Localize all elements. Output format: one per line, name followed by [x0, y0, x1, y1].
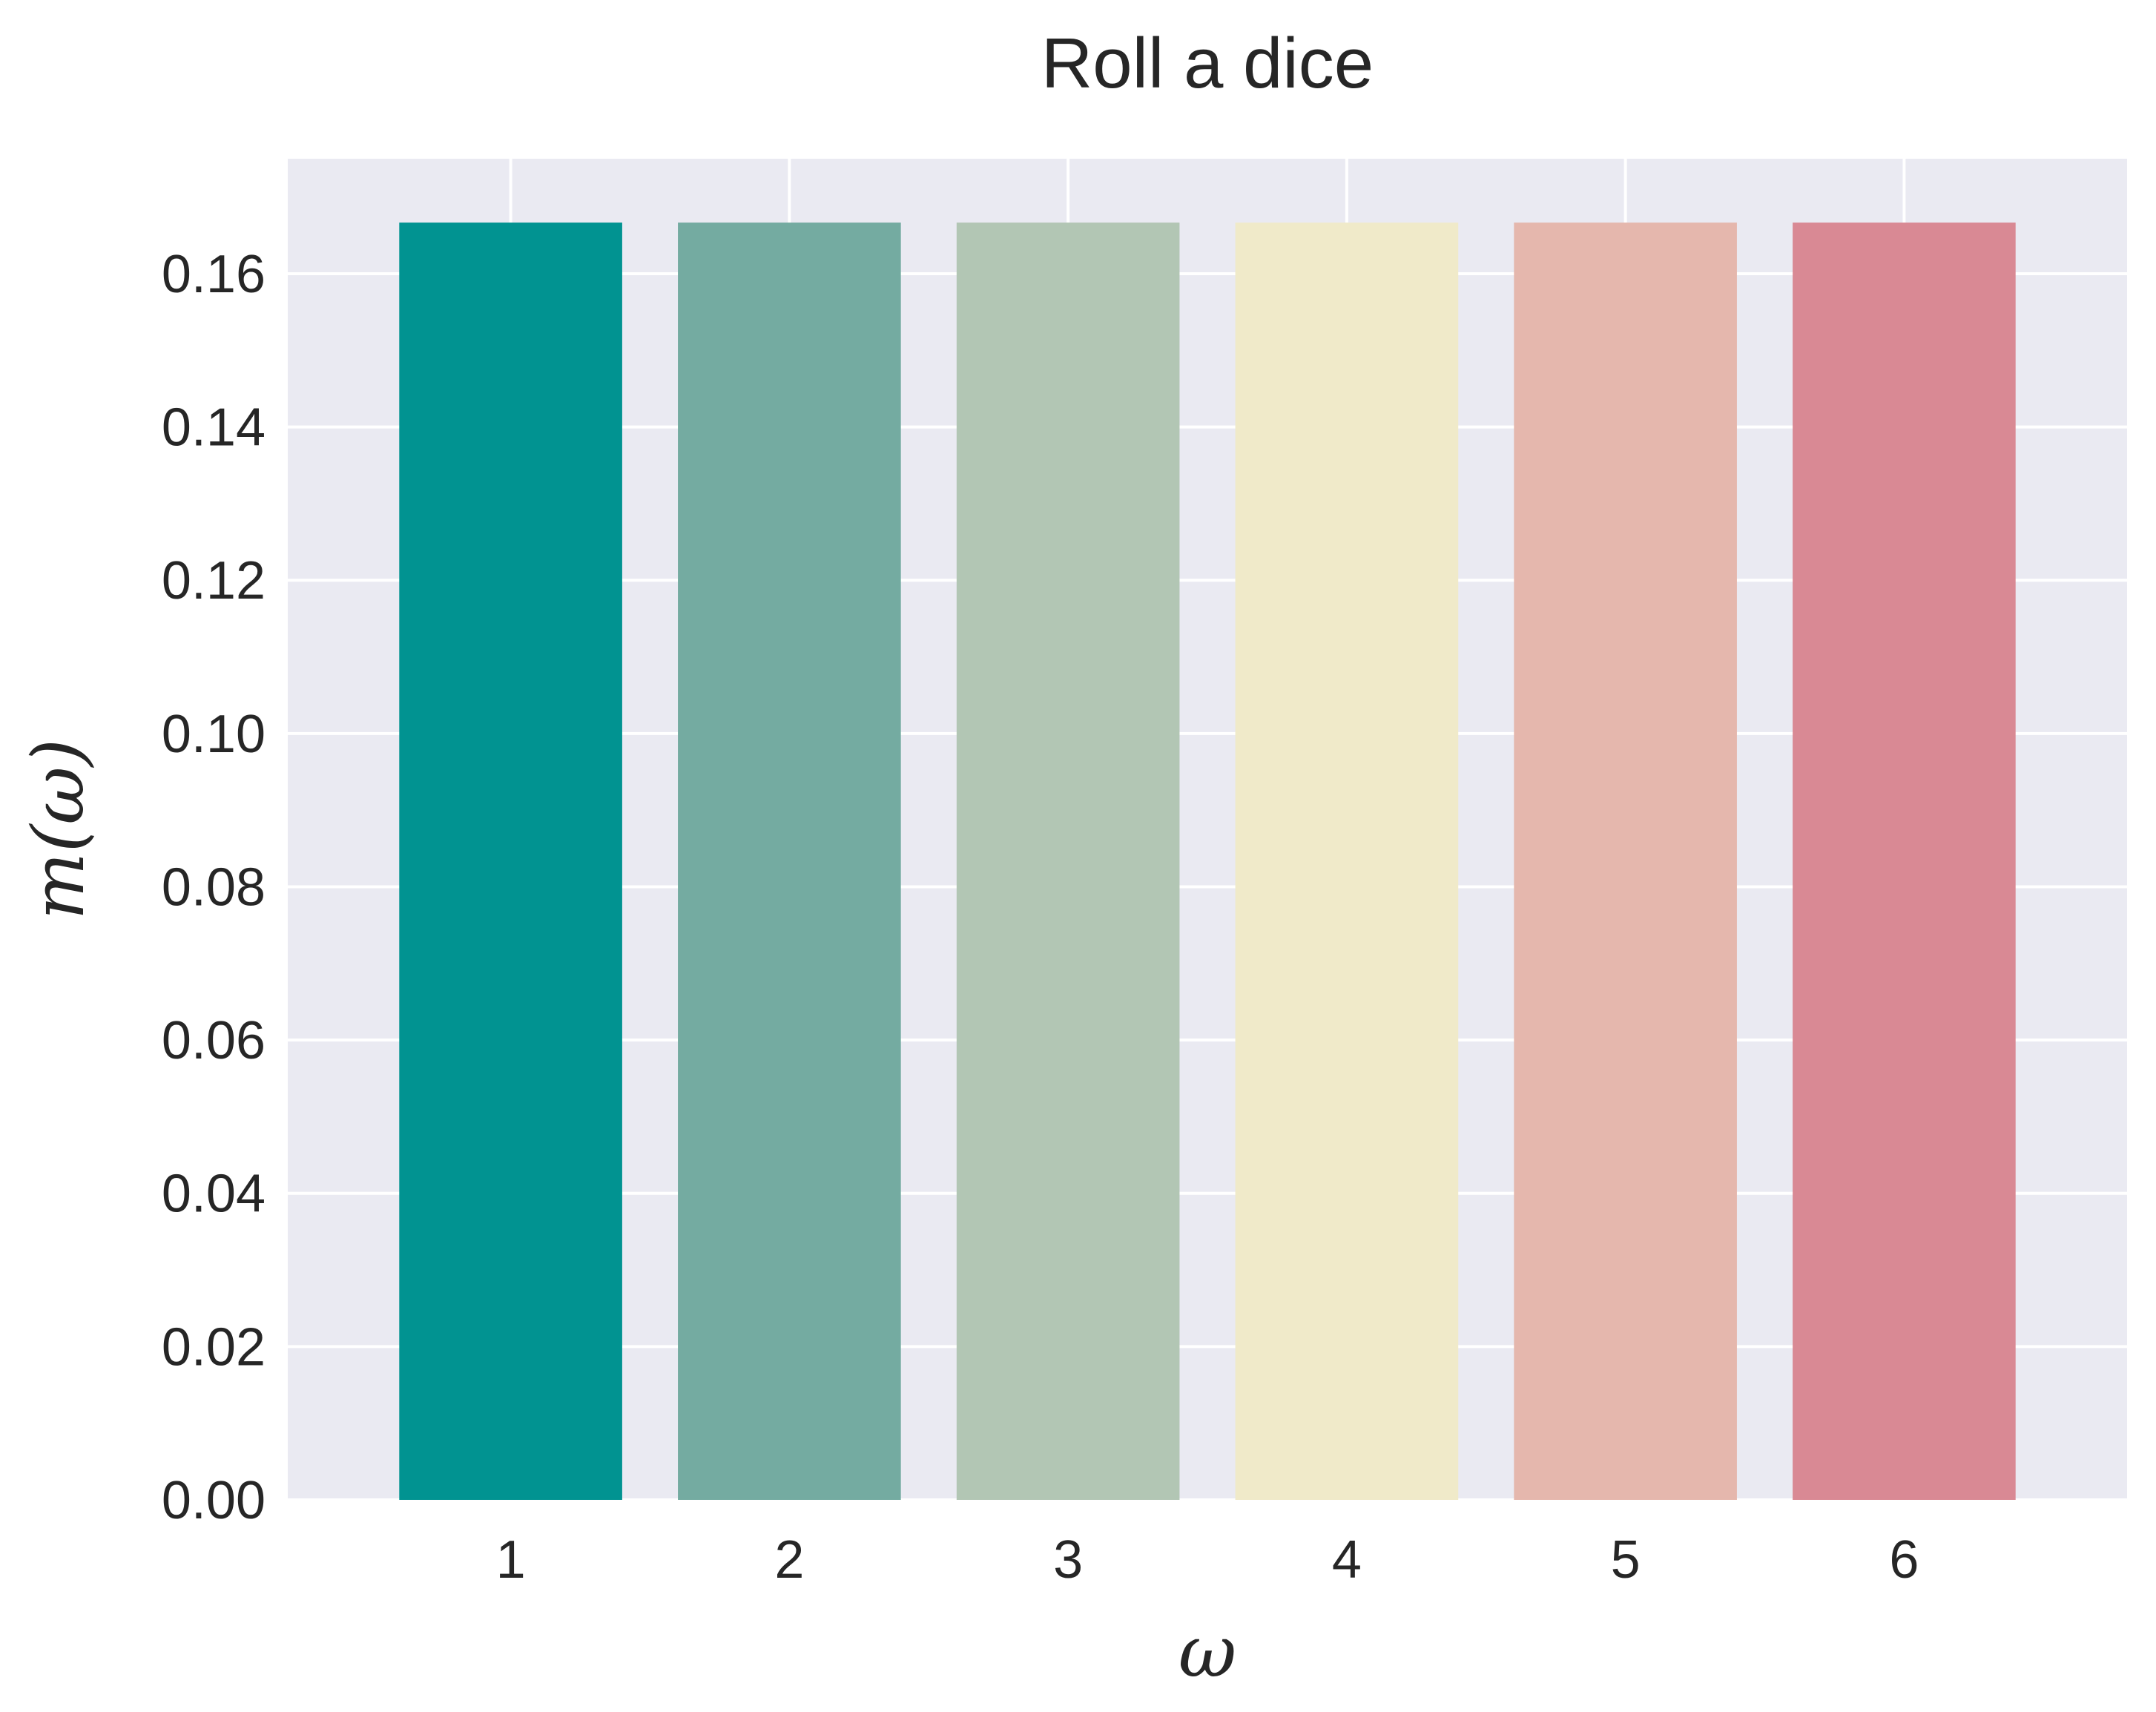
y-tick-label: 0.10	[162, 705, 266, 764]
x-tick-label: 3	[1053, 1530, 1083, 1590]
x-axis-ticks: 1 2 3 4 5 6	[496, 1530, 1919, 1590]
y-tick-label: 0.00	[162, 1471, 266, 1530]
y-tick-label: 0.14	[162, 398, 266, 458]
bar-1	[399, 223, 622, 1500]
y-tick-label: 0.04	[162, 1165, 266, 1224]
bar-6	[1793, 223, 2016, 1500]
x-tick-label: 6	[1889, 1530, 1919, 1590]
x-tick-label: 5	[1611, 1530, 1641, 1590]
bar-5	[1514, 223, 1737, 1500]
x-axis-label: ω	[1178, 1610, 1236, 1693]
y-axis-label: m(ω)	[17, 739, 100, 920]
chart-title: Roll a dice	[1041, 24, 1374, 103]
bar-2	[678, 223, 901, 1500]
y-tick-label: 0.16	[162, 245, 266, 304]
bar-4	[1235, 223, 1459, 1500]
x-tick-label: 1	[496, 1530, 526, 1590]
bars	[399, 223, 2016, 1500]
y-tick-label: 0.12	[162, 551, 266, 610]
y-axis-ticks: 0.00 0.02 0.04 0.06 0.08 0.10 0.12 0.14 0.16	[162, 245, 266, 1530]
bar-3	[956, 223, 1180, 1500]
y-tick-label: 0.02	[162, 1317, 266, 1377]
y-tick-label: 0.06	[162, 1011, 266, 1070]
x-tick-label: 2	[774, 1530, 804, 1590]
y-tick-label: 0.08	[162, 857, 266, 917]
x-tick-label: 4	[1332, 1530, 1362, 1590]
